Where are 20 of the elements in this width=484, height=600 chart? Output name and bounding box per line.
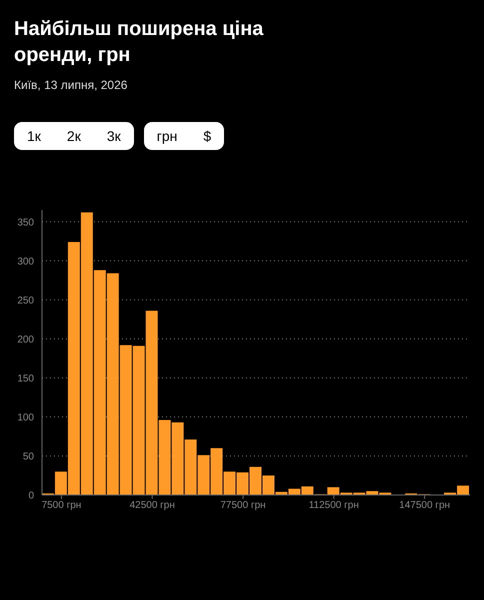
y-tick-label: 150 xyxy=(17,373,34,384)
x-tick-label: 77500 грн xyxy=(220,500,266,512)
text: 1к xyxy=(26,127,42,146)
text: $ xyxy=(202,127,212,146)
chart-title: Найбільш поширена ціна оренди, грн xyxy=(14,17,264,68)
y-tick-label: 50 xyxy=(22,452,34,463)
text: 3к xyxy=(106,127,122,146)
text: грн xyxy=(156,127,178,146)
x-tick-label: 42500 грн xyxy=(130,500,175,512)
y-tick-label: 0 xyxy=(28,490,34,502)
y-tick-label: 350 xyxy=(17,217,34,228)
text: 2к xyxy=(66,127,82,146)
y-tick-label: 100 xyxy=(17,412,34,424)
y-tick-label: 200 xyxy=(17,334,34,346)
chart-subtitle: Київ, 13 липня, 2026 xyxy=(14,78,128,92)
x-tick-label: 112500 грн xyxy=(308,500,359,512)
y-tick-label: 250 xyxy=(17,295,34,306)
x-tick-label: 147500 грн xyxy=(399,500,450,512)
x-tick-label: 7500 грн xyxy=(42,500,82,512)
y-tick-label: 300 xyxy=(17,256,34,268)
